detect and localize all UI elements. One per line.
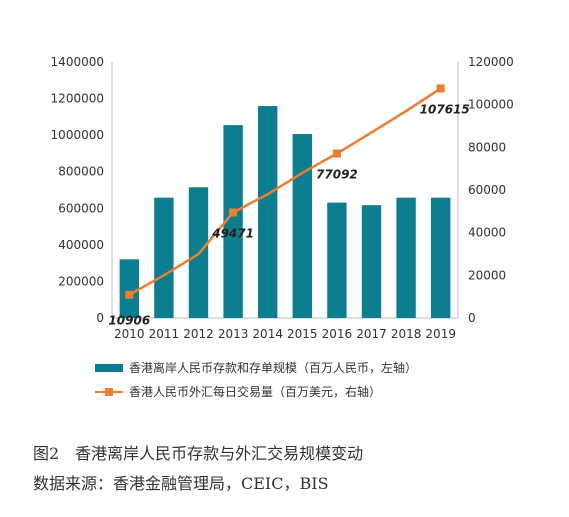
legend-label-fx-volume: 香港人民币外汇每日交易量（百万美元，右轴）: [129, 385, 382, 399]
left-axis-tick-label: 1200000: [51, 92, 104, 106]
left-axis-tick-label: 1000000: [51, 128, 104, 142]
x-axis-tick-label: 2015: [287, 327, 318, 340]
data-label: 107615: [420, 102, 470, 116]
deposit-bar: [361, 205, 382, 318]
x-axis-tick-label: 2011: [149, 327, 180, 340]
data-label: 10906: [108, 314, 150, 328]
deposit-bar: [292, 134, 312, 318]
legend-line-swatch: [95, 387, 123, 397]
data-source: 数据来源：香港金融管理局，CEIC，BIS: [33, 474, 329, 493]
left-axis-tick-label: 400000: [58, 238, 104, 252]
x-axis-tick-label: 2010: [114, 327, 145, 340]
deposit-bar: [119, 259, 139, 318]
deposit-bar: [154, 197, 174, 318]
data-label: 77092: [316, 168, 358, 182]
figure-caption: 图2 香港离岸人民币存款与外汇交易规模变动: [33, 444, 364, 463]
fx-volume-marker: [125, 290, 134, 299]
deposit-bar: [327, 202, 347, 318]
deposit-bar: [396, 197, 416, 318]
deposit-bar: [431, 197, 451, 318]
legend-label-deposits: 香港离岸人民币存款和存单规模（百万人民币，左轴）: [129, 361, 418, 375]
x-axis-tick-label: 2013: [218, 327, 249, 340]
chart: 0200000400000600000800000100000012000001…: [51, 55, 514, 340]
fx-volume-marker: [229, 208, 238, 217]
x-axis-tick-label: 2012: [183, 327, 214, 340]
fx-volume-marker: [436, 84, 445, 93]
x-axis-tick-label: 2019: [425, 327, 456, 340]
x-axis-tick-label: 2018: [391, 327, 422, 340]
right-axis-tick-label: 0: [468, 311, 476, 325]
right-axis-tick-label: 20000: [468, 268, 506, 282]
right-axis-tick-label: 80000: [468, 140, 506, 154]
right-axis-tick-label: 120000: [468, 55, 514, 69]
legend-item-fx-volume: 香港人民币外汇每日交易量（百万美元，右轴）: [95, 383, 381, 400]
left-axis-tick-label: 800000: [58, 165, 104, 179]
deposit-bar: [258, 106, 278, 318]
x-axis-tick-label: 2016: [322, 327, 353, 340]
left-axis-tick-label: 600000: [58, 201, 104, 215]
right-axis-tick-label: 60000: [468, 183, 506, 197]
x-axis-tick-label: 2017: [356, 327, 387, 340]
fx-volume-marker: [332, 149, 341, 158]
fx-volume-line: [128, 87, 442, 296]
right-axis-tick-label: 100000: [468, 98, 514, 112]
left-axis-tick-label: 0: [96, 311, 104, 325]
x-axis-tick-label: 2014: [252, 327, 283, 340]
left-axis-tick-label: 1400000: [51, 55, 104, 69]
right-axis-tick-label: 40000: [468, 226, 506, 240]
legend-bar-swatch: [95, 363, 123, 372]
left-axis-tick-label: 200000: [58, 274, 104, 288]
legend-item-deposits: 香港离岸人民币存款和存单规模（百万人民币，左轴）: [95, 359, 417, 376]
deposit-bar: [223, 125, 243, 318]
data-label: 49471: [211, 226, 254, 240]
